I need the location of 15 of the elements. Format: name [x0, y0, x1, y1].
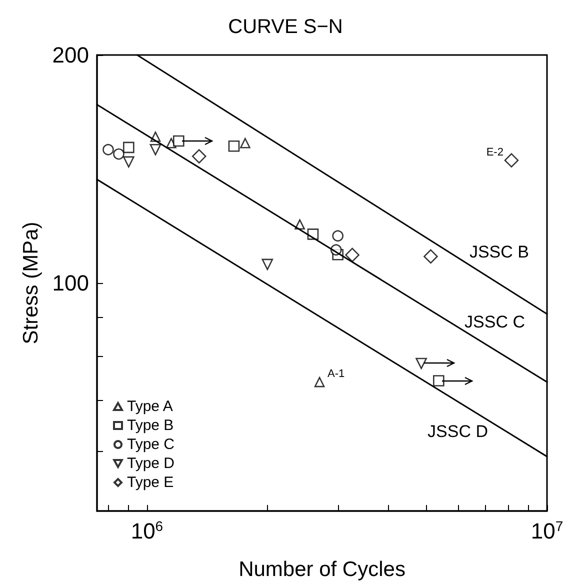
series-label: JSSC B [469, 242, 529, 262]
annotation: A-1 [328, 368, 345, 380]
legend-label: Type C [127, 436, 175, 453]
y-axis-title: Stress (MPa) [19, 222, 42, 344]
legend-label: Type D [127, 455, 175, 472]
legend-label: Type E [127, 474, 174, 491]
chart-title: CURVE S−N [228, 16, 343, 38]
annotation: E-2 [486, 146, 504, 158]
legend-label: Type B [127, 417, 174, 434]
legend-label: Type A [127, 398, 173, 415]
x-axis-title: Number of Cycles [238, 558, 406, 581]
series-label: JSSC C [464, 312, 525, 332]
y-tick-label: 100 [52, 270, 89, 296]
y-tick-label: 200 [52, 42, 89, 68]
series-label: JSSC D [428, 422, 488, 442]
